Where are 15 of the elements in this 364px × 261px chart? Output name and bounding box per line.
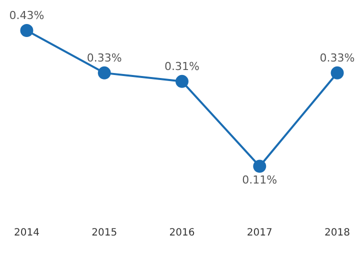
point bbox=[253, 160, 266, 173]
data-label: 0.11% bbox=[242, 174, 278, 187]
point bbox=[330, 66, 344, 80]
point bbox=[98, 66, 111, 80]
data-label: 0.33% bbox=[86, 51, 122, 64]
x-tick-label: 2018 bbox=[324, 228, 350, 239]
data-label: 0.33% bbox=[320, 51, 355, 64]
data-label: 0.31% bbox=[164, 60, 200, 73]
data-label: 0.43% bbox=[9, 8, 44, 22]
point bbox=[20, 24, 34, 37]
x-tick-label: 2017 bbox=[246, 228, 272, 239]
x-tick-label: 2014 bbox=[14, 228, 40, 239]
x-tick-label: 2016 bbox=[169, 228, 195, 239]
point bbox=[176, 74, 188, 88]
x-tick-label: 2015 bbox=[92, 228, 118, 239]
